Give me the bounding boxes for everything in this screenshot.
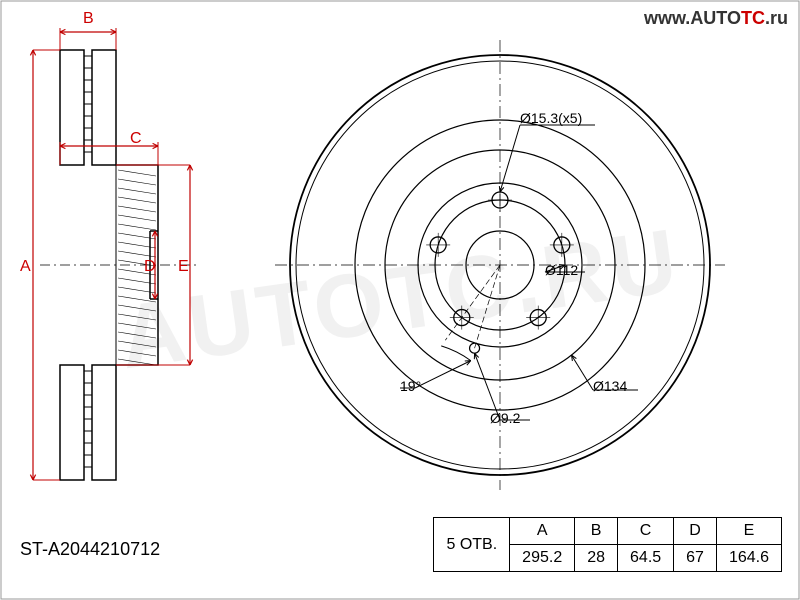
table-col-c: C (618, 518, 674, 545)
table-col-b: B (575, 518, 618, 545)
dim-b-label: B (83, 10, 94, 28)
dim-e-label: E (178, 258, 189, 276)
table-val-e: 164.6 (716, 545, 781, 572)
table-val-a: 295.2 (510, 545, 575, 572)
dim-a-label: A (20, 258, 31, 276)
table-val-b: 28 (575, 545, 618, 572)
part-number: ST-A2044210712 (20, 539, 160, 560)
ann-bolt-holes: Ø15.3(x5) (520, 110, 582, 126)
drawing-canvas: AUTOTC.RU www.AUTOTC.ru A B D E C Ø15.3(… (0, 0, 800, 600)
ann-locator: Ø9.2 (490, 410, 520, 426)
table-col-e: E (716, 518, 781, 545)
table-col-a: A (510, 518, 575, 545)
dim-d-label: D (144, 258, 156, 276)
table-header-row: 5 ОТВ. A B C D E (434, 518, 782, 545)
dimension-table: 5 ОТВ. A B C D E 295.2 28 64.5 67 164.6 (433, 517, 782, 572)
table-val-d: 67 (674, 545, 717, 572)
table-val-c: 64.5 (618, 545, 674, 572)
technical-drawing-svg (0, 0, 800, 600)
ann-angle: 19° (400, 378, 421, 394)
dim-c-label: C (130, 130, 142, 148)
table-col-d: D (674, 518, 717, 545)
table-holes-cell: 5 ОТВ. (434, 518, 510, 572)
ann-pcd: Ø112 (545, 262, 578, 278)
ann-hat-dia: Ø134 (593, 378, 627, 394)
